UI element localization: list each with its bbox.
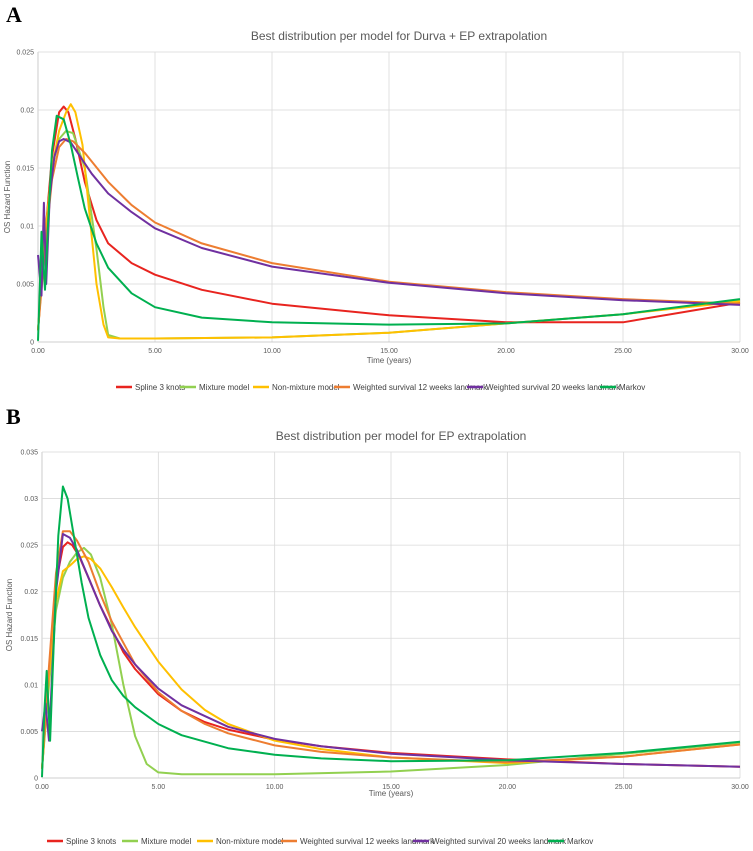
series-line-2 — [37, 103, 741, 340]
x-tick-label: 5.00 — [152, 784, 166, 791]
series-line-1 — [41, 546, 741, 776]
series-line-0 — [37, 105, 741, 331]
y-tick-label: 0 — [34, 776, 38, 783]
x-tick-label: 25.00 — [615, 784, 633, 791]
series-line-5 — [41, 485, 741, 778]
x-tick-label: 25.00 — [614, 348, 632, 355]
x-tick-label: 20.00 — [497, 348, 515, 355]
x-tick-label: 10.00 — [266, 784, 284, 791]
y-tick-label: 0.015 — [16, 166, 34, 173]
series-line-5 — [37, 114, 741, 341]
legend-label: Spline 3 knots — [135, 383, 185, 392]
x-tick-label: 0.00 — [31, 348, 45, 355]
legend-label: Mixture model — [141, 837, 191, 846]
y-tick-label: 0.005 — [16, 282, 34, 289]
x-tick-label: 10.00 — [263, 348, 281, 355]
x-tick-label: 0.00 — [35, 784, 49, 791]
legend-label: Weighted survival 12 weeks landmark — [353, 383, 488, 392]
series-line-3 — [41, 530, 741, 769]
y-tick-label: 0.015 — [20, 636, 38, 643]
x-tick-label: 20.00 — [499, 784, 517, 791]
series-line-2 — [41, 555, 741, 769]
x-axis-label: Time (years) — [369, 789, 414, 798]
y-axis-label: OS Hazard Function — [5, 579, 14, 651]
y-tick-label: 0.025 — [20, 543, 38, 550]
x-tick-label: 5.00 — [148, 348, 162, 355]
y-tick-label: 0.035 — [20, 450, 38, 457]
x-tick-label: 15.00 — [382, 784, 400, 791]
legend-label: Non-mixture model — [272, 383, 340, 392]
chart-title: Best distribution per model for Durva + … — [251, 29, 547, 43]
legend-label: Markov — [567, 837, 593, 846]
x-axis-label: Time (years) — [367, 356, 412, 365]
chart-a: Best distribution per model for Durva + … — [3, 29, 749, 392]
y-tick-label: 0.01 — [20, 224, 34, 231]
chart-b: Best distribution per model for EP extra… — [5, 429, 749, 846]
y-tick-label: 0.01 — [24, 682, 38, 689]
y-tick-label: 0.02 — [20, 108, 34, 115]
legend-label: Weighted survival 20 weeks landmark — [432, 837, 567, 846]
legend-label: Mixture model — [199, 383, 249, 392]
legend-label: Weighted survival 20 weeks landmark — [486, 383, 621, 392]
x-tick-label: 15.00 — [380, 348, 398, 355]
y-tick-label: 0.03 — [24, 496, 38, 503]
legend-label: Markov — [619, 383, 645, 392]
legend-label: Spline 3 knots — [66, 837, 116, 846]
y-axis-label: OS Hazard Function — [3, 161, 12, 233]
y-tick-label: 0.02 — [24, 589, 38, 596]
y-tick-label: 0.025 — [16, 50, 34, 57]
y-tick-label: 0.005 — [20, 729, 38, 736]
x-tick-label: 30.00 — [731, 784, 749, 791]
panel-label-a: A — [6, 2, 22, 27]
chart-title: Best distribution per model for EP extra… — [276, 429, 527, 443]
y-tick-label: 0 — [30, 340, 34, 347]
panel-label-b: B — [6, 404, 21, 429]
series-line-3 — [37, 138, 741, 331]
legend-label: Non-mixture model — [216, 837, 284, 846]
legend-label: Weighted survival 12 weeks landmark — [300, 837, 435, 846]
x-tick-label: 30.00 — [731, 348, 749, 355]
